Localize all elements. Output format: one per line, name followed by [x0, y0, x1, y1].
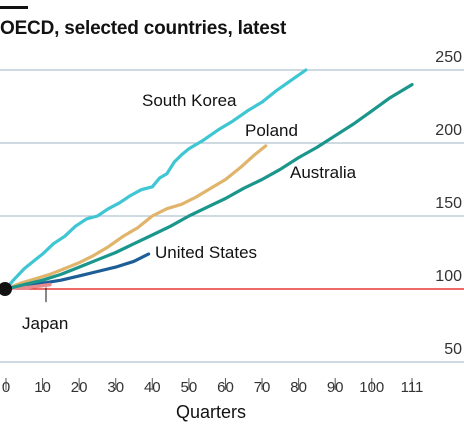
header-rule: [0, 6, 28, 9]
x-tick-label-0: 0: [2, 379, 10, 396]
x-tick-label-70: 70: [254, 379, 271, 396]
y-tick-label-50: 50: [444, 341, 462, 358]
chart-subtitle: OECD, selected countries, latest: [0, 18, 287, 39]
x-tick-label-30: 30: [107, 379, 124, 396]
x-tick-label-111: 111: [401, 379, 424, 396]
series-label-united-states: United States: [155, 243, 257, 262]
series-line-australia: [4, 82, 414, 291]
y-tick-label-200: 200: [435, 122, 462, 139]
origin-dot: [0, 282, 12, 296]
series-line-poland: [4, 144, 268, 291]
x-tick-label-20: 20: [71, 379, 88, 396]
series-line-south-korea: [4, 68, 308, 291]
series-label-poland: Poland: [245, 121, 298, 140]
x-tick-label-90: 90: [327, 379, 344, 396]
series-line-united-states: [4, 252, 151, 291]
y-tick-label-250: 250: [435, 49, 462, 66]
x-tick-label-60: 60: [217, 379, 234, 396]
x-tick-label-100: 100: [359, 379, 384, 396]
y-tick-label-100: 100: [435, 268, 462, 285]
series-label-japan: Japan: [22, 314, 68, 333]
series-label-south-korea: South Korea: [142, 91, 237, 110]
series-label-australia: Australia: [290, 163, 357, 182]
x-tick-label-40: 40: [144, 379, 161, 396]
x-tick-label-50: 50: [181, 379, 198, 396]
x-tick-label-10: 10: [34, 379, 51, 396]
x-tick-label-80: 80: [290, 379, 307, 396]
x-axis-label: Quarters: [176, 402, 246, 422]
y-tick-label-150: 150: [435, 195, 462, 212]
